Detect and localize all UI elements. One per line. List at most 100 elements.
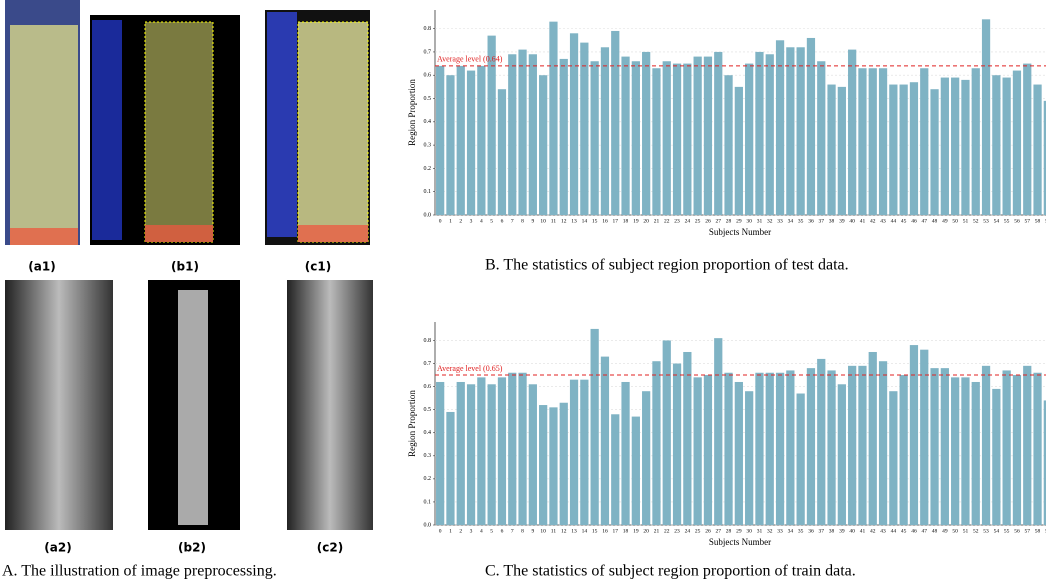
bar — [806, 37, 816, 215]
y-tick-label: 0.3 — [424, 453, 432, 459]
x-tick-label: 4 — [480, 528, 483, 534]
bar — [508, 54, 517, 215]
bar — [497, 89, 507, 215]
bar — [642, 51, 651, 215]
bar — [992, 75, 1001, 216]
bar — [621, 381, 630, 525]
image-b1 — [90, 15, 240, 245]
bar — [961, 79, 970, 216]
y-tick-label: 0.5 — [424, 96, 432, 102]
bar — [446, 411, 455, 525]
bar — [878, 68, 888, 215]
bar — [703, 56, 713, 215]
y-axis-label: Region Proportion — [407, 390, 417, 457]
panel-label: (b1) — [171, 260, 199, 274]
bar — [745, 391, 754, 525]
bar — [477, 377, 486, 525]
x-tick-label: 26 — [705, 528, 711, 534]
x-tick-label: 52 — [973, 528, 979, 534]
panel-label: (c2) — [317, 541, 343, 555]
bar — [817, 61, 826, 215]
x-tick-label: 58 — [1035, 528, 1041, 534]
bar — [580, 42, 589, 216]
x-tick-label: 6 — [501, 218, 504, 224]
x-tick-label: 9 — [531, 218, 534, 224]
bar — [652, 361, 661, 525]
bar — [1012, 70, 1022, 216]
x-tick-label: 13 — [571, 218, 577, 224]
bar — [466, 384, 476, 525]
x-tick-label: 46 — [911, 218, 917, 224]
x-tick-label: 6 — [501, 528, 504, 534]
x-tick-label: 50 — [952, 218, 958, 224]
bar — [683, 351, 692, 525]
bar — [940, 368, 949, 525]
x-tick-label: 15 — [592, 528, 598, 534]
bar — [600, 47, 610, 215]
x-tick-label: 23 — [674, 528, 680, 534]
bar — [971, 68, 980, 215]
x-tick-label: 19 — [633, 528, 639, 534]
x-tick-label: 17 — [613, 528, 619, 534]
x-tick-label: 56 — [1014, 218, 1020, 224]
x-tick-label: 24 — [685, 218, 691, 224]
image-b2 — [148, 280, 240, 530]
bar — [755, 51, 764, 215]
bar — [477, 65, 486, 215]
bar — [436, 65, 445, 215]
x-tick-label: 22 — [664, 218, 670, 224]
bar — [497, 377, 507, 525]
x-tick-label: 47 — [922, 528, 928, 534]
x-tick-label: 8 — [521, 218, 524, 224]
bar — [1002, 370, 1011, 525]
x-tick-label: 29 — [736, 528, 742, 534]
x-tick-label: 53 — [983, 528, 989, 534]
x-axis-label: Subjects Number — [709, 537, 771, 547]
x-tick-label: 45 — [901, 528, 907, 534]
bar — [920, 68, 929, 215]
bar — [1033, 372, 1042, 525]
x-tick-label: 22 — [664, 528, 670, 534]
bar — [868, 351, 877, 525]
x-tick-label: 30 — [746, 528, 752, 534]
x-tick-label: 43 — [880, 528, 886, 534]
x-tick-label: 36 — [808, 218, 814, 224]
x-tick-label: 12 — [561, 528, 567, 534]
bar — [631, 61, 640, 215]
bar — [745, 63, 754, 215]
bar — [631, 416, 640, 525]
bar — [981, 19, 991, 216]
bar — [559, 402, 568, 525]
bar — [775, 372, 785, 525]
caption: B. The statistics of subject region prop… — [485, 257, 849, 274]
bar — [858, 68, 867, 215]
x-tick-label: 42 — [870, 218, 876, 224]
x-tick-label: 49 — [942, 218, 948, 224]
bar — [724, 75, 733, 216]
bar — [662, 340, 671, 525]
x-tick-label: 4 — [480, 218, 483, 224]
bar — [549, 407, 558, 525]
x-tick-label: 20 — [643, 528, 649, 534]
bar — [889, 391, 898, 525]
bar — [580, 379, 589, 525]
y-tick-label: 0.7 — [424, 361, 432, 367]
bar — [951, 77, 960, 215]
x-tick-label: 1 — [449, 218, 452, 224]
bar — [899, 84, 908, 215]
x-tick-label: 48 — [932, 528, 938, 534]
panel-label: (a2) — [44, 541, 71, 555]
x-tick-label: 25 — [695, 528, 701, 534]
x-tick-label: 34 — [788, 528, 794, 534]
x-tick-label: 41 — [860, 528, 866, 534]
bar — [683, 63, 692, 215]
y-tick-label: 0.6 — [424, 73, 432, 79]
x-tick-label: 14 — [582, 218, 588, 224]
bar — [590, 61, 599, 215]
x-tick-label: 32 — [767, 528, 773, 534]
x-tick-label: 51 — [963, 218, 969, 224]
bar — [889, 84, 898, 215]
y-tick-label: 0.6 — [424, 384, 432, 390]
bar — [878, 361, 888, 525]
